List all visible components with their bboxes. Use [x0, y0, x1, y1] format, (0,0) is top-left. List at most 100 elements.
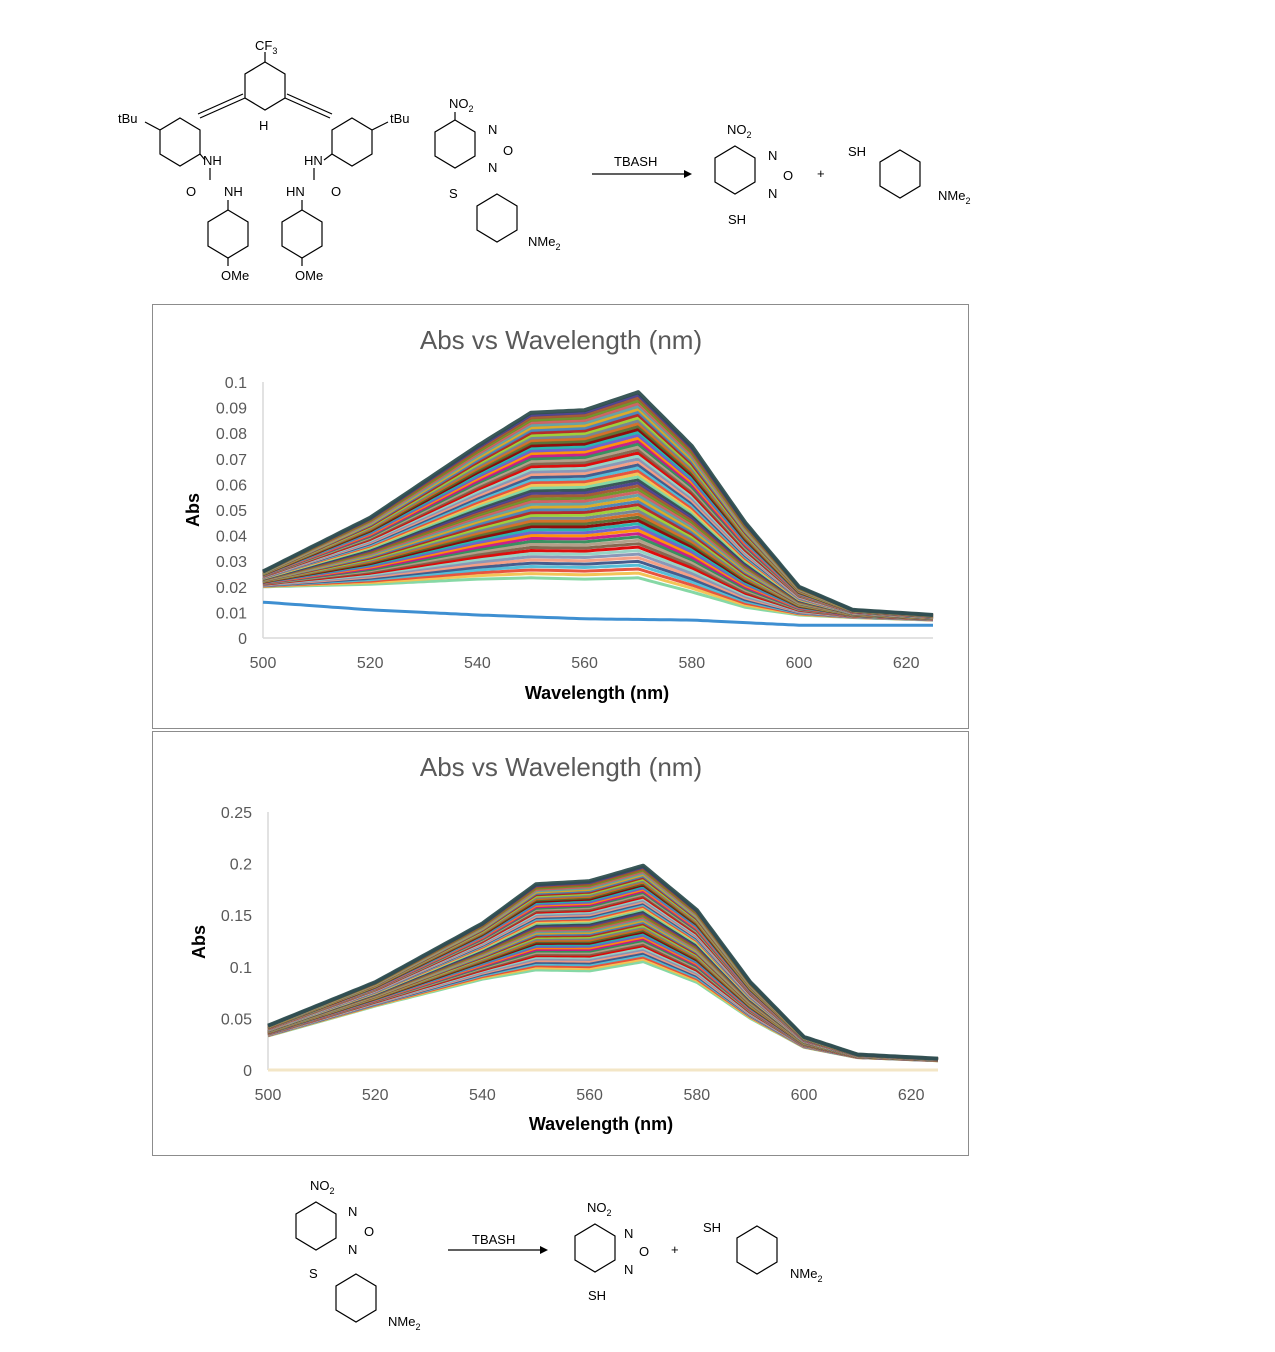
hn-right-label: HN: [304, 153, 323, 168]
s-label: S: [309, 1266, 318, 1281]
product2-sh-label: SH: [703, 1220, 721, 1235]
product2-structure: SH NMe2: [848, 144, 970, 206]
x-tick-label: 560: [571, 655, 598, 672]
reagent-label: TBASH: [614, 154, 657, 169]
series-line: [262, 390, 934, 617]
reaction-scheme-bottom: NO2 N O N S NMe2 TBASH NO2 N O N SH + SH…: [295, 1178, 822, 1332]
x-tick-label: 520: [357, 655, 384, 672]
y-axis-label: Abs: [183, 493, 203, 527]
h-label: H: [259, 118, 268, 133]
tick-labels: 500 520 540 560 580 600 620 0 0.05 0.1 0.15 0.2 0.25: [221, 805, 925, 1104]
axes: [262, 382, 933, 639]
chart-panel-2: Abs vs Wavelength (nm) Wavelength (nm) A…: [152, 731, 969, 1156]
chart-panel-1: Abs vs Wavelength (nm) Wavelength (nm) A…: [152, 304, 969, 729]
receptor-structure: CF3 H tBu NH O NH OMe tBu HN HN O OMe: [118, 38, 410, 283]
n-bottom-label: N: [488, 160, 497, 175]
y-tick-label: 0.04: [216, 529, 247, 546]
product1-n-top-label: N: [768, 148, 777, 163]
chart-title: Abs vs Wavelength (nm): [420, 752, 702, 782]
tbu-left-label: tBu: [118, 111, 138, 126]
nme2-label: NMe2: [528, 234, 560, 252]
ome-left-label: OMe: [221, 268, 249, 283]
x-tick-label: 540: [469, 1087, 496, 1104]
chart-title: Abs vs Wavelength (nm): [420, 325, 702, 355]
y-tick-label: 0.01: [216, 605, 247, 622]
hn-right2-label: HN: [286, 184, 305, 199]
y-tick-label: 0.1: [230, 960, 252, 977]
no2-label: NO2: [449, 96, 474, 114]
nh-left2-label: NH: [224, 184, 243, 199]
y-tick-label: 0.2: [230, 857, 252, 874]
product1-o-label: O: [783, 168, 793, 183]
x-tick-label: 600: [786, 655, 813, 672]
product2-nme2-label: NMe2: [938, 188, 970, 206]
tbu-right-label: tBu: [390, 111, 410, 126]
n-top-label: N: [488, 122, 497, 137]
ome-right-label: OMe: [295, 268, 323, 283]
o-ring-label: O: [364, 1224, 374, 1239]
product1-structure: NO2 N O N SH: [574, 1200, 649, 1303]
x-tick-label: 520: [362, 1087, 389, 1104]
x-tick-label: 620: [898, 1087, 925, 1104]
no2-label: NO2: [310, 1178, 335, 1196]
y-tick-label: 0.05: [216, 503, 247, 520]
chart-2: Abs vs Wavelength (nm) Wavelength (nm) A…: [189, 752, 939, 1134]
cf3-label: CF3: [255, 38, 277, 56]
baseline-series-line: [262, 600, 933, 627]
reagent-label: TBASH: [472, 1232, 515, 1247]
y-tick-label: 0.03: [216, 554, 247, 571]
series-group: [267, 863, 939, 1072]
product1-n-bottom-label: N: [768, 186, 777, 201]
product1-structure: NO2 N O N SH: [714, 122, 793, 227]
o-right-label: O: [331, 184, 341, 199]
y-tick-label: 0.05: [221, 1011, 252, 1028]
product2-sh-label: SH: [848, 144, 866, 159]
product1-no2-label: NO2: [727, 122, 752, 140]
nh-left-label: NH: [203, 153, 222, 168]
nme2-label: NMe2: [388, 1314, 420, 1332]
reaction-arrow: TBASH: [592, 154, 692, 178]
n-bottom-label: N: [348, 1242, 357, 1257]
x-tick-label: 580: [678, 655, 705, 672]
reaction-scheme-top: CF3 H tBu NH O NH OMe tBu HN HN O OMe: [118, 38, 970, 283]
reaction-arrow: TBASH: [448, 1232, 548, 1254]
y-tick-label: 0.1: [225, 375, 247, 392]
x-tick-label: 500: [250, 655, 277, 672]
x-tick-label: 500: [255, 1087, 282, 1104]
product1-o-label: O: [639, 1244, 649, 1259]
x-tick-label: 540: [464, 655, 491, 672]
series-group: [262, 390, 934, 627]
product2-nme2-label: NMe2: [790, 1266, 822, 1284]
y-tick-label: 0: [238, 631, 247, 648]
substrate-structure: NO2 N O N S NMe2: [434, 96, 560, 252]
series-line: [267, 957, 939, 1063]
y-tick-label: 0.02: [216, 580, 247, 597]
series-line: [267, 863, 939, 1061]
tick-labels: 500 520 540 560 580 600 620 0 0.01 0.02 0.03 0.04 0.…: [216, 375, 920, 672]
y-tick-label: 0.08: [216, 426, 247, 443]
y-tick-label: 0.06: [216, 477, 247, 494]
product2-structure: SH NMe2: [703, 1220, 822, 1284]
x-tick-label: 600: [791, 1087, 818, 1104]
x-axis-label: Wavelength (nm): [525, 683, 669, 703]
x-tick-label: 580: [683, 1087, 710, 1104]
series-line: [267, 953, 939, 1063]
x-tick-label: 560: [576, 1087, 603, 1104]
y-tick-label: 0.15: [221, 908, 252, 925]
s-label: S: [449, 186, 458, 201]
chart-1: Abs vs Wavelength (nm) Wavelength (nm) A…: [183, 325, 934, 703]
y-tick-label: 0: [243, 1063, 252, 1080]
product1-n-bottom-label: N: [624, 1262, 633, 1277]
y-tick-label: 0.25: [221, 805, 252, 822]
o-left-label: O: [186, 184, 196, 199]
product1-no2-label: NO2: [587, 1200, 612, 1218]
product1-sh-label: SH: [728, 212, 746, 227]
substrate-structure: NO2 N O N S NMe2: [295, 1178, 420, 1332]
x-tick-label: 620: [893, 655, 920, 672]
y-axis-label: Abs: [189, 925, 209, 959]
plus-sign: +: [671, 1242, 679, 1257]
y-tick-label: 0.07: [216, 452, 247, 469]
o-ring-label: O: [503, 143, 513, 158]
product1-sh-label: SH: [588, 1288, 606, 1303]
product1-n-top-label: N: [624, 1226, 633, 1241]
